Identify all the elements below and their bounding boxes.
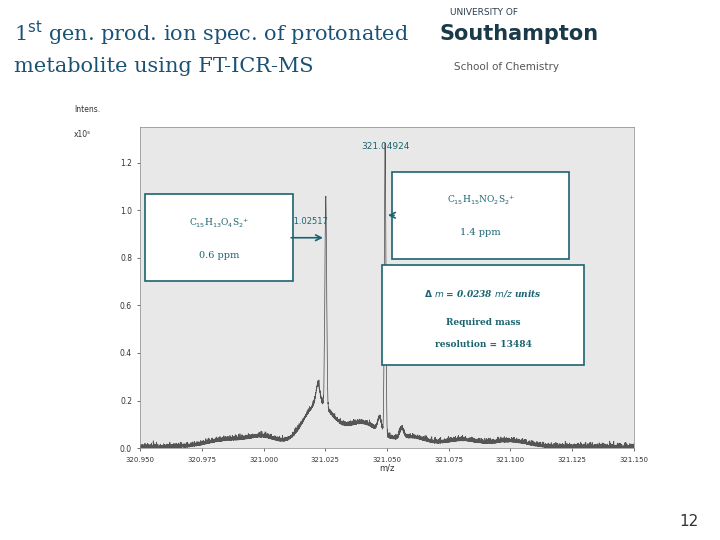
Text: C$_{15}$H$_{15}$NO$_{2}$S$_{2}$$^{+}$: C$_{15}$H$_{15}$NO$_{2}$S$_{2}$$^{+}$ [446, 194, 515, 207]
FancyBboxPatch shape [382, 265, 585, 364]
Text: 321.02517: 321.02517 [284, 217, 328, 226]
Text: 321.04924: 321.04924 [361, 143, 409, 151]
Text: metabolite using FT-ICR-MS: metabolite using FT-ICR-MS [14, 57, 314, 76]
Text: Required mass: Required mass [446, 318, 521, 327]
FancyBboxPatch shape [145, 194, 293, 281]
Text: UNIVERSITY OF: UNIVERSITY OF [450, 8, 518, 17]
Text: 12: 12 [679, 514, 698, 529]
Text: 0.6 ppm: 0.6 ppm [199, 251, 240, 260]
Text: Intens.: Intens. [74, 105, 100, 114]
Text: School of Chemistry: School of Chemistry [454, 62, 559, 72]
Text: 1.4 ppm: 1.4 ppm [460, 228, 501, 238]
Text: C$_{15}$H$_{13}$O$_{4}$S$_{2}$$^{+}$: C$_{15}$H$_{13}$O$_{4}$S$_{2}$$^{+}$ [189, 217, 250, 230]
Text: resolution = 13484: resolution = 13484 [435, 340, 531, 349]
X-axis label: m/z: m/z [379, 464, 395, 473]
Text: x10⁵: x10⁵ [74, 130, 91, 139]
Text: 1$^{\rm st}$ gen. prod. ion spec. of protonated: 1$^{\rm st}$ gen. prod. ion spec. of pro… [14, 19, 409, 48]
Text: Southampton: Southampton [439, 24, 598, 44]
Text: $\mathbf{\Delta}$ $\mathit{m}$ = 0.0238 $\mathit{m}$/$\mathit{z}$ units: $\mathbf{\Delta}$ $\mathit{m}$ = 0.0238 … [424, 288, 542, 299]
FancyBboxPatch shape [392, 172, 570, 259]
